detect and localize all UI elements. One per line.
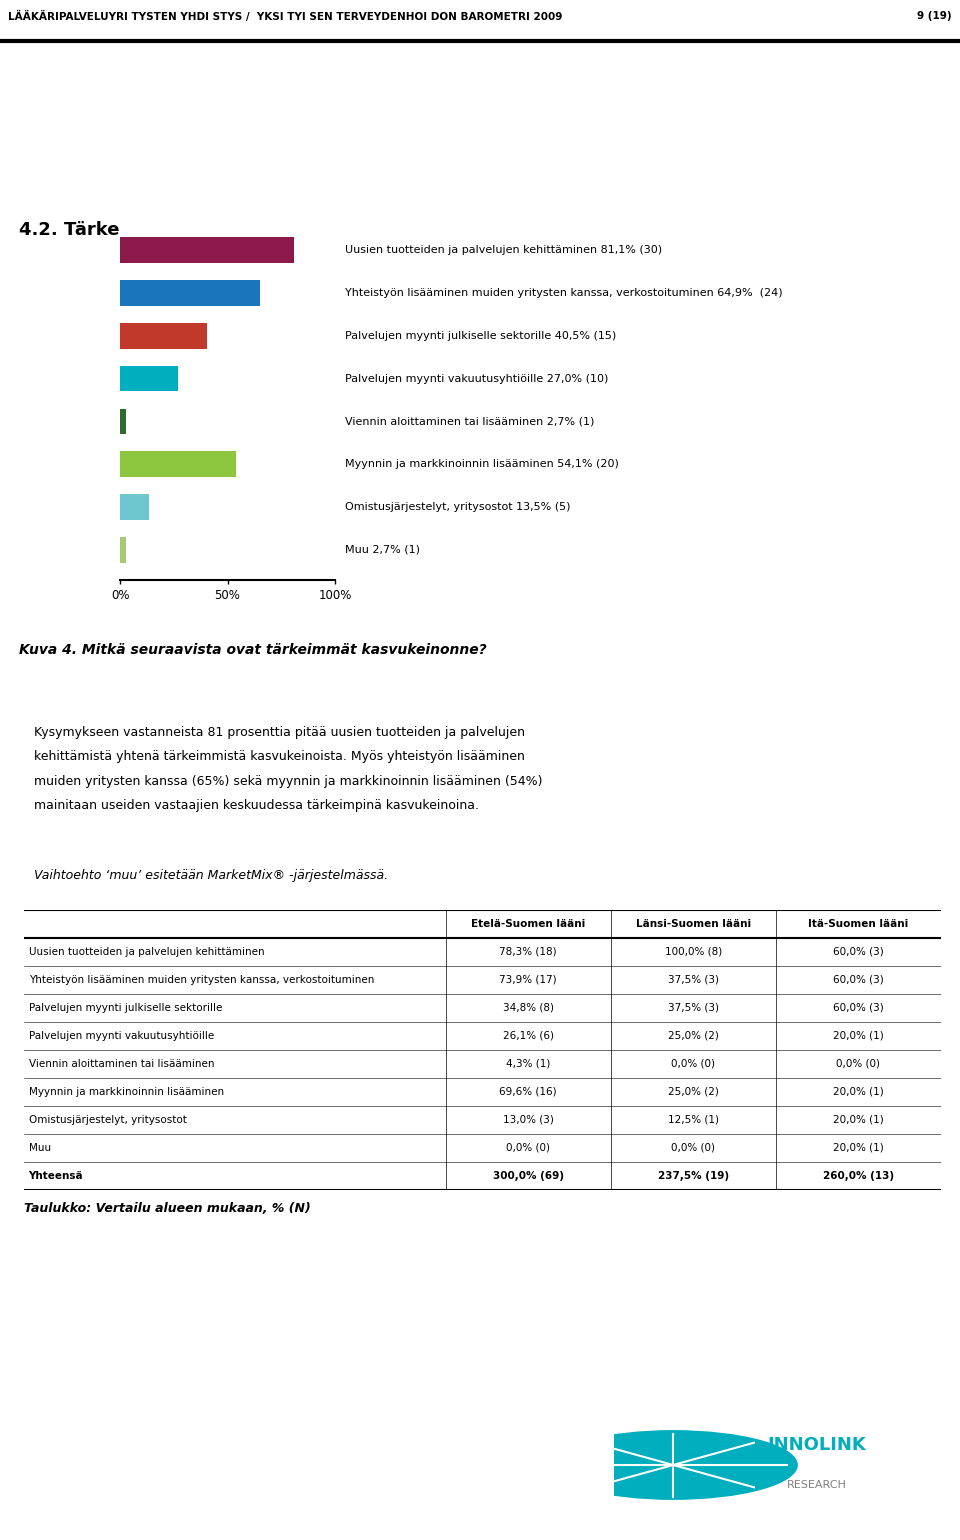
Text: Itä-Suomen lääni: Itä-Suomen lääni: [808, 919, 908, 929]
Text: Kuva 4. Mitkä seuraavista ovat tärkeimmät kasvukeinonne?: Kuva 4. Mitkä seuraavista ovat tärkeimmä…: [19, 644, 487, 658]
Text: RESEARCH: RESEARCH: [787, 1480, 847, 1489]
Text: 37,5% (3): 37,5% (3): [668, 975, 719, 986]
Text: Etelä-Suomen lääni: Etelä-Suomen lääni: [471, 919, 586, 929]
Text: 26,1% (6): 26,1% (6): [503, 1030, 554, 1041]
Text: 25,0% (2): 25,0% (2): [668, 1030, 719, 1041]
Text: 0,0% (0): 0,0% (0): [671, 1060, 715, 1069]
Text: 34,8% (8): 34,8% (8): [503, 1003, 554, 1013]
Text: 4.2. Tärkeimmät kasvukeinot: 4.2. Tärkeimmät kasvukeinot: [19, 222, 313, 239]
Text: Uusien tuotteiden ja palvelujen kehittäminen 81,1% (30): Uusien tuotteiden ja palvelujen kehittäm…: [345, 245, 662, 256]
Text: Yhteensä: Yhteensä: [29, 1170, 84, 1181]
Text: 37,5% (3): 37,5% (3): [668, 1003, 719, 1013]
Text: 237,5% (19): 237,5% (19): [658, 1170, 729, 1181]
Text: Muu 2,7% (1): Muu 2,7% (1): [345, 545, 420, 554]
Text: Viennin aloittaminen tai lisääminen 2,7% (1): Viennin aloittaminen tai lisääminen 2,7%…: [345, 416, 594, 427]
Bar: [120, 280, 259, 306]
Text: Viennin aloittaminen tai lisääminen: Viennin aloittaminen tai lisääminen: [29, 1060, 214, 1069]
Text: 4,3% (1): 4,3% (1): [506, 1060, 550, 1069]
Text: 73,9% (17): 73,9% (17): [499, 975, 557, 986]
Bar: [120, 494, 149, 521]
Text: muiden yritysten kanssa (65%) sekä myynnin ja markkinoinnin lisääminen (54%): muiden yritysten kanssa (65%) sekä myynn…: [34, 775, 542, 787]
Text: 0,0% (0): 0,0% (0): [506, 1143, 550, 1153]
Text: Yhteistyön lisääminen muiden yritysten kanssa, verkostoituminen 64,9%  (24): Yhteistyön lisääminen muiden yritysten k…: [345, 288, 782, 297]
Bar: [120, 365, 178, 391]
Text: Omistusjärjestelyt, yritysostot 13,5% (5): Omistusjärjestelyt, yritysostot 13,5% (5…: [345, 502, 570, 513]
Text: 78,3% (18): 78,3% (18): [499, 947, 557, 956]
Text: 60,0% (3): 60,0% (3): [833, 1003, 883, 1013]
Text: 20,0% (1): 20,0% (1): [833, 1087, 883, 1096]
Text: 0,0% (0): 0,0% (0): [836, 1060, 880, 1069]
Text: 20,0% (1): 20,0% (1): [833, 1030, 883, 1041]
Bar: [120, 237, 295, 263]
Text: 60,0% (3): 60,0% (3): [833, 947, 883, 956]
Text: 300,0% (69): 300,0% (69): [492, 1170, 564, 1181]
Text: Länsi-Suomen lääni: Länsi-Suomen lääni: [636, 919, 751, 929]
Text: 25,0% (2): 25,0% (2): [668, 1087, 719, 1096]
Text: 100,0% (8): 100,0% (8): [664, 947, 722, 956]
Text: Myynnin ja markkinoinnin lisääminen 54,1% (20): Myynnin ja markkinoinnin lisääminen 54,1…: [345, 459, 619, 470]
Text: 0,0% (0): 0,0% (0): [671, 1143, 715, 1153]
Bar: [120, 451, 236, 477]
Text: 69,6% (16): 69,6% (16): [499, 1087, 557, 1096]
Bar: [120, 408, 126, 434]
Text: 12,5% (1): 12,5% (1): [668, 1115, 719, 1126]
Text: Kysymykseen vastanneista 81 prosenttia pitää uusien tuotteiden ja palvelujen: Kysymykseen vastanneista 81 prosenttia p…: [34, 725, 524, 739]
Text: Palvelujen myynti vakuutusyhtiöille: Palvelujen myynti vakuutusyhtiöille: [29, 1030, 214, 1041]
Circle shape: [549, 1431, 797, 1500]
Text: kehittämistä yhtenä tärkeimmistä kasvukeinoista. Myös yhteistyön lisääminen: kehittämistä yhtenä tärkeimmistä kasvuke…: [34, 750, 524, 764]
Text: INNOLINK: INNOLINK: [767, 1437, 866, 1454]
Text: 13,0% (3): 13,0% (3): [503, 1115, 554, 1126]
Text: Uusien tuotteiden ja palvelujen kehittäminen: Uusien tuotteiden ja palvelujen kehittäm…: [29, 947, 264, 956]
Text: 60,0% (3): 60,0% (3): [833, 975, 883, 986]
Text: 20,0% (1): 20,0% (1): [833, 1143, 883, 1153]
Text: Palvelujen myynti julkiselle sektorille: Palvelujen myynti julkiselle sektorille: [29, 1003, 222, 1013]
Text: Vaihtoehto ‘muu’ esitetään MarketMix® -järjestelmässä.: Vaihtoehto ‘muu’ esitetään MarketMix® -j…: [34, 869, 388, 881]
Text: Palvelujen myynti julkiselle sektorille 40,5% (15): Palvelujen myynti julkiselle sektorille …: [345, 331, 616, 340]
Text: Palvelujen myynti vakuutusyhtiöille 27,0% (10): Palvelujen myynti vakuutusyhtiöille 27,0…: [345, 374, 609, 383]
Bar: [120, 323, 207, 348]
Text: Omistusjärjestelyt, yritysostot: Omistusjärjestelyt, yritysostot: [29, 1115, 186, 1126]
Text: Muu: Muu: [29, 1143, 51, 1153]
Bar: [120, 537, 126, 562]
Text: 9 (19): 9 (19): [918, 11, 952, 22]
Text: LÄÄKÄRIPALVELUYRI TYSTEN YHDI STYS /  YKSI TYI SEN TERVEYDENHOI DON BAROMETRI 20: LÄÄKÄRIPALVELUYRI TYSTEN YHDI STYS / YKS…: [8, 11, 563, 22]
Text: Myynnin ja markkinoinnin lisääminen: Myynnin ja markkinoinnin lisääminen: [29, 1087, 224, 1096]
Text: 260,0% (13): 260,0% (13): [823, 1170, 894, 1181]
Text: 20,0% (1): 20,0% (1): [833, 1115, 883, 1126]
Text: mainitaan useiden vastaajien keskuudessa tärkeimpinä kasvukeinoina.: mainitaan useiden vastaajien keskuudessa…: [34, 799, 479, 812]
Text: Yhteistyön lisääminen muiden yritysten kanssa, verkostoituminen: Yhteistyön lisääminen muiden yritysten k…: [29, 975, 374, 986]
Text: Taulukko: Vertailu alueen mukaan, % (N): Taulukko: Vertailu alueen mukaan, % (N): [24, 1203, 311, 1215]
